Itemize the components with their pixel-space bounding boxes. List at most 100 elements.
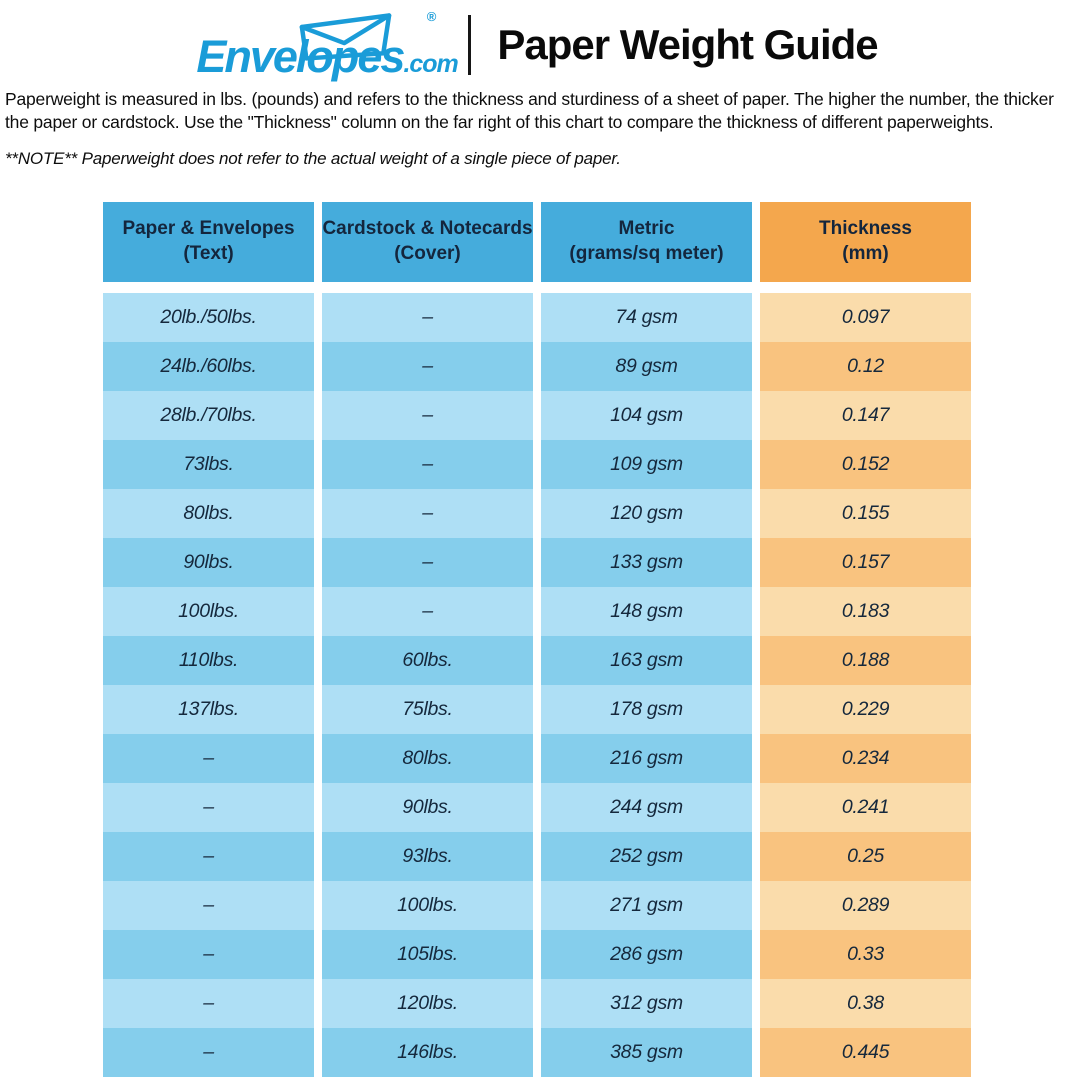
brand-name: Envelopes [196,31,405,82]
column-header-sublabel: (Text) [183,242,234,264]
cell-metric: 74 gsm [541,292,752,342]
cell-metric: 216 gsm [541,733,752,783]
column-header-sublabel: (Cover) [394,242,461,264]
cell-cardstock-notecards: – [322,292,533,342]
column-header-sublabel: (mm) [842,242,889,264]
cell-metric: 286 gsm [541,929,752,979]
page-title: Paper Weight Guide [497,21,878,68]
table-row: –80lbs. 216 gsm 0.234 [103,733,971,783]
cell-paper-envelopes: – [103,733,314,783]
cell-thickness: 0.38 [760,978,971,1028]
cell-cardstock-notecards: 75lbs. [322,684,533,734]
table-row: 100lbs. –148 gsm 0.183 [103,586,971,636]
table-row: 137lbs. 75lbs. 178 gsm 0.229 [103,684,971,734]
table-header-row: Paper & Envelopes (Text) Cardstock & Not… [103,201,971,282]
cell-metric: 89 gsm [541,341,752,391]
cell-thickness: 0.155 [760,488,971,538]
table-row: 20lb./50lbs. –74 gsm 0.097 [103,292,971,342]
envelope-icon [262,11,420,61]
cell-cardstock-notecards: 80lbs. [322,733,533,783]
note-body: Paperweight does not refer to the actual… [77,148,621,168]
cell-thickness: 0.229 [760,684,971,734]
table-row: 90lbs. –133 gsm 0.157 [103,537,971,587]
cell-metric: 385 gsm [541,1027,752,1077]
cell-paper-envelopes: 80lbs. [103,488,314,538]
cell-paper-envelopes: – [103,831,314,881]
cell-thickness: 0.12 [760,341,971,391]
cell-metric: 252 gsm [541,831,752,881]
cell-paper-envelopes: 28lb./70lbs. [103,390,314,440]
column-header-thickness: Thickness (mm) [760,201,971,282]
cell-thickness: 0.152 [760,439,971,489]
cell-cardstock-notecards: 100lbs. [322,880,533,930]
cell-thickness: 0.157 [760,537,971,587]
cell-paper-envelopes: – [103,1027,314,1077]
cell-metric: 178 gsm [541,684,752,734]
table-row: –105lbs. 286 gsm 0.33 [103,929,971,979]
brand-tld: .com [403,50,458,78]
cell-cardstock-notecards: 105lbs. [322,929,533,979]
registered-trademark-symbol: ® [426,9,437,24]
cell-paper-envelopes: 137lbs. [103,684,314,734]
cell-cardstock-notecards: – [322,488,533,538]
cell-paper-envelopes: 90lbs. [103,537,314,587]
cell-metric: 104 gsm [541,390,752,440]
cell-cardstock-notecards: – [322,537,533,587]
column-header-label: Thickness [819,217,912,239]
cell-thickness: 0.25 [760,831,971,881]
column-header-label: Cardstock & Notecards [322,217,533,239]
cell-thickness: 0.33 [760,929,971,979]
note-text: **NOTE** Paperweight does not refer to t… [0,149,1074,169]
cell-metric: 109 gsm [541,439,752,489]
cell-paper-envelopes: 24lb./60lbs. [103,341,314,391]
cell-metric: 163 gsm [541,635,752,685]
intro-paragraph: Paperweight is measured in lbs. (pounds)… [5,89,1054,132]
brand-logo: ® Envelopes.com [196,9,458,79]
masthead: ® Envelopes.com Paper Weight Guide [0,0,1074,88]
cell-cardstock-notecards: – [322,341,533,391]
column-header-paper-envelopes: Paper & Envelopes (Text) [103,201,314,282]
column-header-label: Paper & Envelopes [122,217,295,239]
table-row: –93lbs. 252 gsm 0.25 [103,831,971,881]
column-header-cardstock-notecards: Cardstock & Notecards (Cover) [322,201,533,282]
table-body: 20lb./50lbs. –74 gsm 0.097 24lb./60lbs. –89 … [103,292,971,1077]
cell-thickness: 0.289 [760,880,971,930]
cell-thickness: 0.097 [760,292,971,342]
cell-cardstock-notecards: – [322,390,533,440]
column-header-metric: Metric (grams/sq meter) [541,201,752,282]
table-row: 28lb./70lbs. –104 gsm 0.147 [103,390,971,440]
cell-cardstock-notecards: 120lbs. [322,978,533,1028]
cell-thickness: 0.183 [760,586,971,636]
cell-paper-envelopes: – [103,782,314,832]
table-row: –120lbs. 312 gsm 0.38 [103,978,971,1028]
header-divider [468,15,472,75]
table-row: 80lbs. –120 gsm 0.155 [103,488,971,538]
cell-paper-envelopes: 73lbs. [103,439,314,489]
cell-cardstock-notecards: 146lbs. [322,1027,533,1077]
table-row: 110lbs. 60lbs. 163 gsm 0.188 [103,635,971,685]
cell-thickness: 0.147 [760,390,971,440]
cell-paper-envelopes: 20lb./50lbs. [103,292,314,342]
cell-thickness: 0.445 [760,1027,971,1077]
cell-metric: 271 gsm [541,880,752,930]
cell-paper-envelopes: – [103,929,314,979]
column-header-sublabel: (grams/sq meter) [569,242,724,264]
cell-cardstock-notecards: 90lbs. [322,782,533,832]
cell-thickness: 0.241 [760,782,971,832]
cell-paper-envelopes: – [103,978,314,1028]
cell-metric: 133 gsm [541,537,752,587]
table-row: –146lbs. 385 gsm 0.445 [103,1027,971,1077]
cell-thickness: 0.188 [760,635,971,685]
cell-metric: 120 gsm [541,488,752,538]
cell-metric: 244 gsm [541,782,752,832]
paper-weight-table: Paper & Envelopes (Text) Cardstock & Not… [103,201,971,1077]
brand-wordmark: Envelopes.com [196,31,458,82]
cell-metric: 312 gsm [541,978,752,1028]
cell-cardstock-notecards: – [322,586,533,636]
table-row: –90lbs. 244 gsm 0.241 [103,782,971,832]
cell-paper-envelopes: 110lbs. [103,635,314,685]
cell-cardstock-notecards: 60lbs. [322,635,533,685]
table-row: 24lb./60lbs. –89 gsm 0.12 [103,341,971,391]
cell-cardstock-notecards: – [322,439,533,489]
